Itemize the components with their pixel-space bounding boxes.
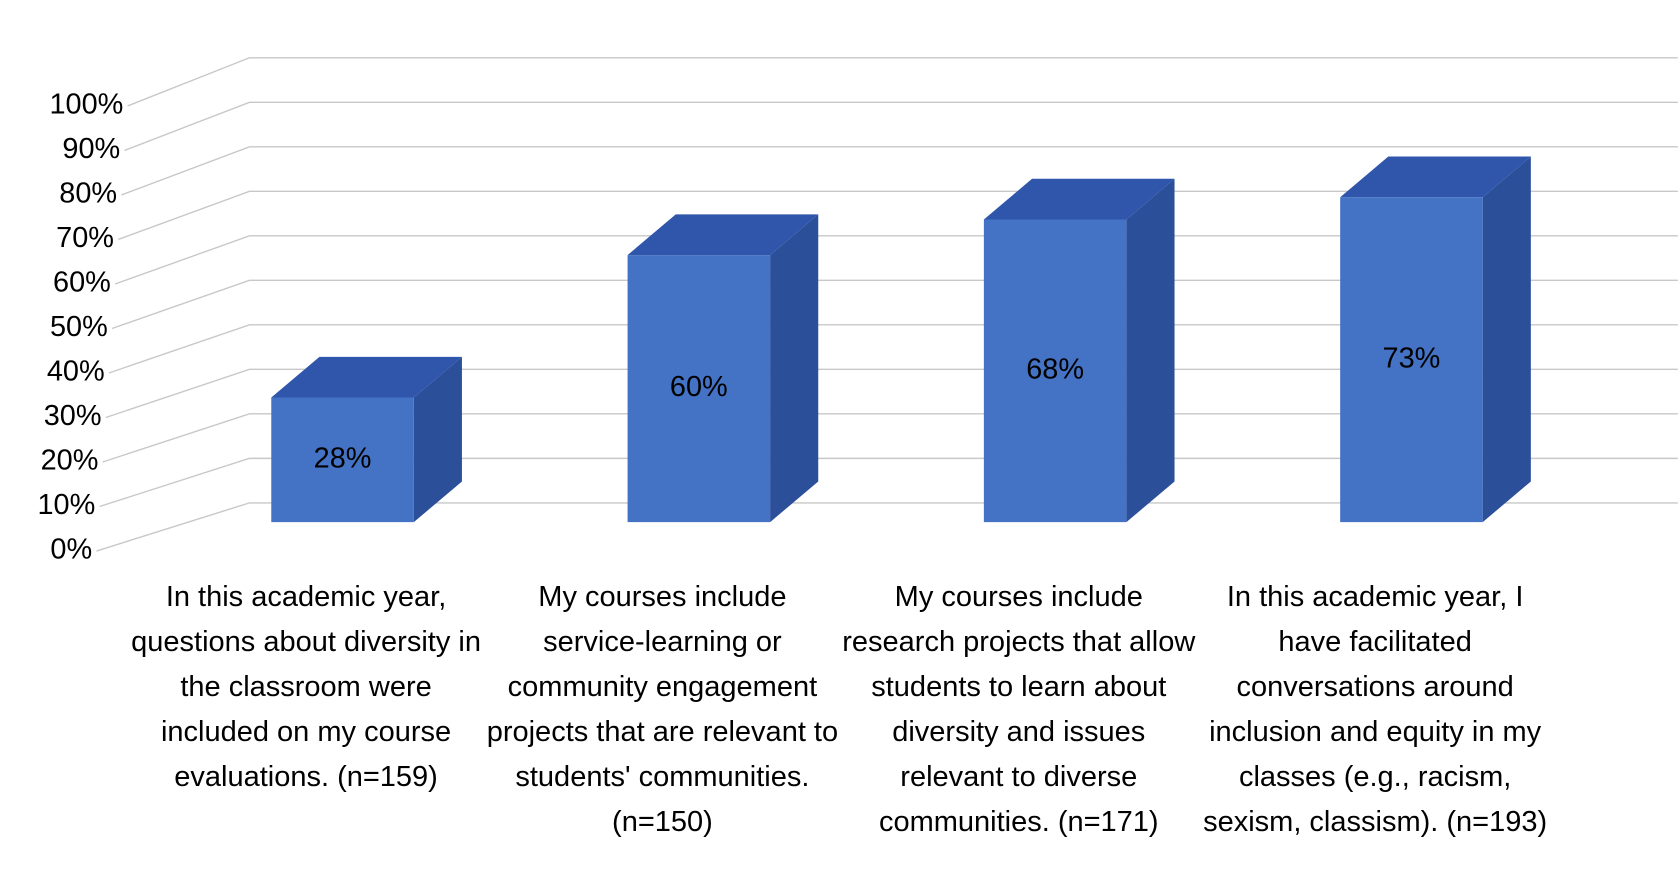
bar-side bbox=[1126, 178, 1175, 523]
bar-side bbox=[770, 214, 819, 523]
bar-front bbox=[627, 255, 771, 523]
value-label: 28% bbox=[314, 442, 372, 474]
x-tick-label: My courses include research projects tha… bbox=[842, 580, 1196, 838]
bar-top bbox=[983, 178, 1175, 220]
grid-line bbox=[124, 101, 1678, 152]
grid-line bbox=[99, 457, 1678, 508]
bar bbox=[983, 178, 1175, 523]
bar bbox=[271, 356, 462, 523]
bar-top bbox=[1340, 156, 1531, 198]
grid-line bbox=[114, 235, 1678, 285]
bar-front bbox=[271, 397, 414, 523]
x-tick-label: In this academic year, I have facilitate… bbox=[1203, 580, 1548, 838]
bar bbox=[627, 214, 819, 523]
y-tick-label: 100% bbox=[49, 89, 123, 121]
bar-side bbox=[1482, 156, 1531, 523]
grid-line bbox=[105, 368, 1678, 419]
grid-line bbox=[102, 413, 1678, 463]
y-tick-label: 20% bbox=[41, 445, 99, 477]
y-tick-label: 90% bbox=[62, 133, 120, 165]
y-tick-label: 30% bbox=[44, 400, 102, 432]
x-tick-label: My courses include service-learning or c… bbox=[486, 580, 839, 838]
y-tick-label: 60% bbox=[53, 267, 111, 299]
y-tick-label: 50% bbox=[50, 311, 108, 343]
bar-top bbox=[627, 214, 819, 256]
grid-line bbox=[127, 57, 1678, 107]
grid-line bbox=[108, 324, 1678, 374]
value-label: 73% bbox=[1383, 342, 1441, 374]
value-label: 68% bbox=[1026, 353, 1084, 385]
grid-line bbox=[118, 190, 1678, 241]
y-tick-label: 80% bbox=[59, 178, 117, 210]
y-tick-label: 0% bbox=[50, 534, 92, 566]
y-tick-label: 40% bbox=[47, 356, 105, 388]
y-tick-label: 70% bbox=[56, 222, 114, 254]
bar-front bbox=[1340, 197, 1483, 523]
grid-line bbox=[96, 502, 1678, 552]
y-tick-label: 10% bbox=[37, 489, 95, 521]
bar-side bbox=[413, 356, 462, 523]
grid-line bbox=[111, 279, 1678, 330]
bar bbox=[1340, 156, 1531, 523]
bar-top bbox=[271, 356, 462, 398]
x-tick-label: In this academic year, questions about d… bbox=[131, 580, 481, 793]
grid-line bbox=[121, 146, 1678, 196]
bar-front bbox=[983, 219, 1127, 523]
value-label: 60% bbox=[670, 371, 728, 403]
